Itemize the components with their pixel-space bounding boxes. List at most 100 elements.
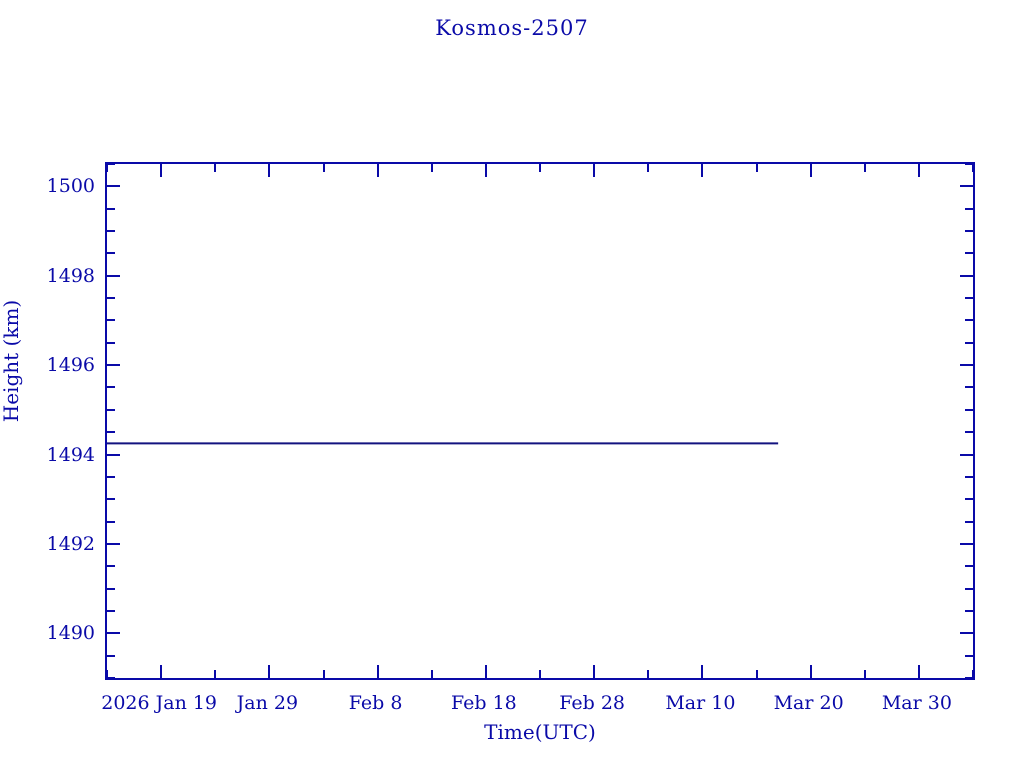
y-tick-label: 1494 [46,443,95,466]
x-tick-bottom-major [917,665,920,678]
x-tick-bottom-major [593,665,596,678]
x-tick-bottom-major [809,665,812,678]
y-tick-left-major [107,632,120,635]
y-tick-left-minor [107,520,115,523]
y-tick-right-minor [965,498,973,501]
x-tick-top-minor [972,164,974,172]
data-series-layer [107,164,973,678]
y-tick-right-minor [965,319,973,322]
x-tick-label: Feb 8 [348,692,403,714]
x-tick-top-minor [430,164,433,172]
y-tick-right-minor [965,475,973,478]
x-axis-tick-labels: 2026 Jan 19 Jan 29 Feb 8 Feb 18 Feb 28 Mar 10… [101,692,975,718]
x-tick-bottom-minor [863,670,866,678]
y-tick-label: 1496 [46,354,95,377]
y-tick-left-minor [107,252,115,255]
x-tick-top-minor [647,164,650,172]
y-tick-right-major [960,274,973,277]
x-tick-top-major [809,164,812,177]
y-tick-left-major [107,274,120,277]
y-tick-right-minor [965,341,973,344]
y-tick-right-major [960,185,973,188]
y-tick-left-major [107,453,120,456]
y-tick-right-major [960,364,973,367]
x-tick-label: Jan 29 [236,692,299,714]
x-tick-top-minor [755,164,758,172]
y-tick-right-minor [965,677,973,679]
y-tick-left-minor [107,163,115,165]
x-tick-top-major [593,164,596,177]
x-tick-bottom-major [701,665,704,678]
chart-title: Kosmos-2507 [435,16,589,40]
x-tick-top-major [917,164,920,177]
y-tick-right-minor [965,252,973,255]
y-tick-left-minor [107,587,115,590]
y-tick-right-minor [965,163,973,165]
x-tick-bottom-major [484,665,487,678]
x-tick-label: 2026 Jan 19 [101,692,218,714]
y-tick-right-minor [965,654,973,657]
plot-area [105,162,975,680]
x-tick-bottom-major [160,665,163,678]
y-tick-left-major [107,542,120,545]
y-tick-left-minor [107,319,115,322]
y-tick-right-minor [965,386,973,389]
height-series-line [107,442,779,445]
x-tick-top-major [268,164,271,177]
y-tick-right-minor [965,297,973,300]
x-tick-label: Mar 10 [665,692,736,714]
y-tick-right-minor [965,230,973,233]
y-tick-right-major [960,542,973,545]
x-axis-title: Time(UTC) [484,720,596,744]
x-tick-bottom-minor [755,670,758,678]
y-tick-left-minor [107,609,115,612]
y-tick-left-minor [107,408,115,411]
y-tick-left-minor [107,565,115,568]
y-tick-left-major [107,185,120,188]
x-tick-bottom-major [268,665,271,678]
y-tick-left-minor [107,341,115,344]
y-tick-left-minor [107,498,115,501]
y-tick-right-minor [965,565,973,568]
x-tick-bottom-major [376,665,379,678]
x-tick-top-minor [106,164,108,172]
x-tick-bottom-minor [539,670,541,678]
y-tick-left-minor [107,654,115,657]
y-tick-label: 1492 [46,532,95,555]
x-tick-top-minor [539,164,541,172]
x-tick-label: Mar 30 [881,692,952,714]
x-tick-label: Feb 18 [450,692,517,714]
y-tick-right-major [960,632,973,635]
y-tick-right-minor [965,431,973,434]
x-tick-top-major [484,164,487,177]
x-tick-bottom-minor [430,670,433,678]
y-tick-left-major [107,364,120,367]
x-tick-label: Feb 28 [559,692,626,714]
y-tick-left-minor [107,230,115,233]
y-tick-right-minor [965,587,973,590]
y-tick-left-minor [107,431,115,434]
y-tick-left-minor [107,207,115,210]
y-tick-label: 1490 [46,622,95,645]
y-tick-right-minor [965,520,973,523]
y-tick-right-minor [965,408,973,411]
y-tick-label: 1498 [46,264,95,287]
y-tick-label: 1500 [46,175,95,198]
x-tick-label: Mar 20 [773,692,844,714]
y-tick-right-minor [965,207,973,210]
x-tick-bottom-minor [972,670,974,678]
x-tick-top-minor [863,164,866,172]
x-tick-bottom-minor [214,670,217,678]
x-tick-top-minor [322,164,325,172]
x-tick-bottom-minor [106,670,108,678]
y-tick-left-minor [107,297,115,300]
y-tick-right-minor [965,609,973,612]
y-tick-right-major [960,453,973,456]
y-tick-left-minor [107,475,115,478]
y-tick-left-minor [107,386,115,389]
x-tick-top-major [160,164,163,177]
x-tick-bottom-minor [647,670,650,678]
x-tick-top-major [376,164,379,177]
x-tick-top-minor [214,164,217,172]
